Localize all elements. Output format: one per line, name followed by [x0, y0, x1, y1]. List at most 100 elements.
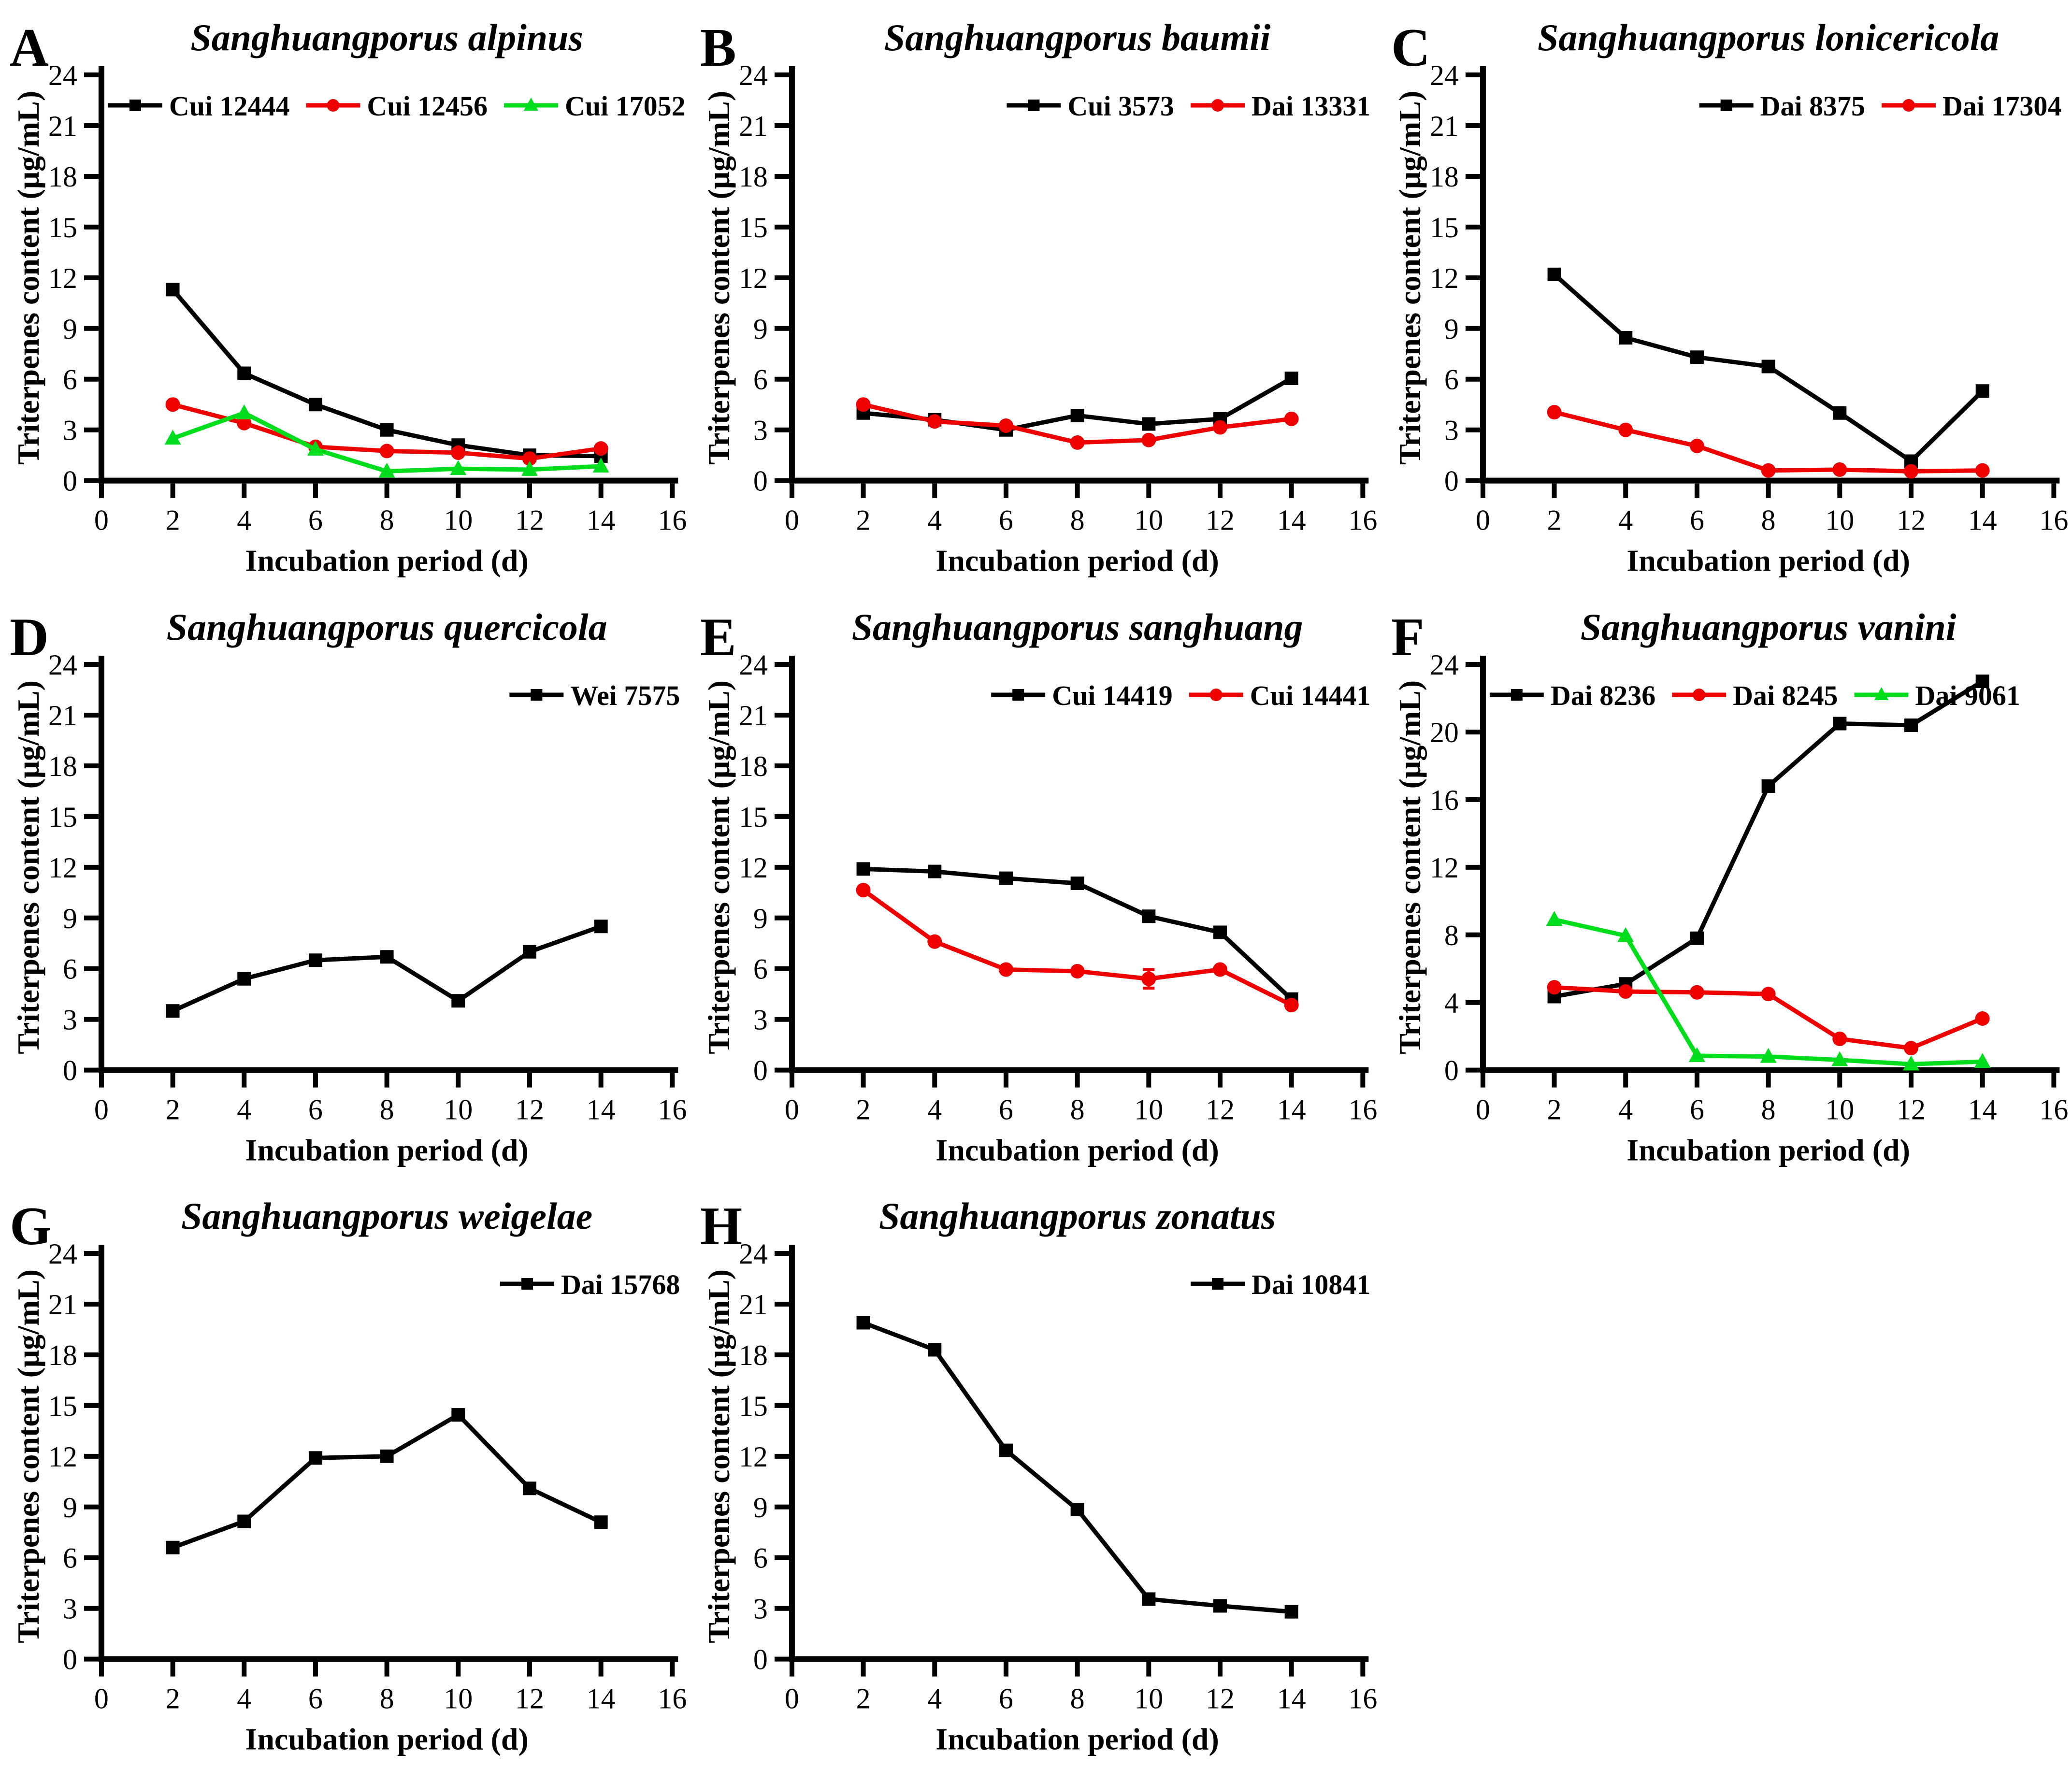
y-tick-label: 24	[48, 1238, 77, 1270]
y-tick-label: 3	[753, 1593, 768, 1625]
legend-label: Dai 17304	[1942, 90, 2061, 122]
y-tick-label: 12	[739, 262, 768, 294]
x-tick-label: 14	[1277, 1683, 1306, 1715]
x-tick-label: 16	[658, 1683, 687, 1715]
legend-label: Cui 14419	[1052, 680, 1173, 711]
legend-label: Dai 8245	[1733, 680, 1838, 711]
data-point-marker	[236, 404, 253, 419]
x-tick-label: 4	[928, 1683, 942, 1715]
x-tick-label: 12	[1206, 1683, 1235, 1715]
legend-marker-triangle	[1874, 687, 1889, 700]
data-point-marker	[166, 1541, 180, 1555]
x-tick-label: 2	[166, 504, 180, 536]
data-point-marker	[1070, 1503, 1084, 1517]
x-tick-label: 8	[380, 504, 394, 536]
y-tick-label: 9	[63, 902, 77, 934]
panel-e: E Sanghuangporus sanghuang 0 3 6 9 12 15 18 21 24 0…	[691, 589, 1381, 1179]
x-tick-label: 4	[237, 1683, 251, 1715]
y-tick-label: 9	[753, 902, 768, 934]
series-line-dai-8236	[1552, 679, 1985, 999]
legend-label: Dai 15768	[561, 1269, 680, 1300]
data-point-marker	[1547, 404, 1562, 419]
series-line-dai-10841	[861, 1321, 1294, 1614]
x-tick-label: 14	[1277, 504, 1306, 536]
y-tick-label: 3	[753, 1004, 768, 1035]
legend: Dai 8236 Dai 8245 Dai 9061	[1489, 680, 2020, 711]
y-tick-label: 24	[48, 59, 77, 91]
data-point-marker	[1974, 1052, 1991, 1068]
data-point-marker	[379, 444, 394, 459]
data-point-marker	[307, 440, 324, 456]
x-tick-label: 10	[1825, 504, 1854, 536]
x-tick-label: 14	[1277, 1093, 1306, 1125]
y-tick-label: 3	[63, 415, 77, 446]
x-tick-label: 2	[1547, 1093, 1561, 1125]
x-tick-label: 0	[1476, 504, 1490, 536]
y-tick-label: 21	[739, 110, 768, 142]
y-tick-label: 3	[753, 415, 768, 446]
data-point-marker	[1975, 674, 1989, 688]
y-tick-label: 24	[1430, 59, 1459, 91]
data-point-marker	[1832, 406, 1846, 420]
y-axis-title: Triterpenes content (μg/mL)	[11, 680, 45, 1054]
y-tick-label: 4	[1444, 987, 1459, 1019]
legend-marker-circle	[1211, 99, 1224, 112]
data-point-marker	[1070, 963, 1085, 978]
x-tick-label: 2	[166, 1093, 180, 1125]
data-point-marker	[1689, 438, 1704, 453]
y-tick-label: 6	[753, 953, 768, 985]
y-tick-label: 0	[63, 465, 77, 497]
legend-item-dai-8245: Dai 8245	[1671, 680, 1838, 711]
chart-title: Sanghuangporus zonatus	[879, 1195, 1276, 1237]
data-point-marker	[522, 1481, 536, 1495]
series-line-dai-15768	[171, 1412, 604, 1550]
data-point-marker	[592, 457, 609, 473]
y-tick-label: 21	[48, 700, 77, 732]
data-point-marker	[1070, 408, 1084, 422]
x-tick-label: 12	[1206, 1093, 1235, 1125]
chart-title: Sanghuangporus quercicola	[167, 606, 607, 648]
data-point-marker	[1690, 931, 1704, 945]
x-tick-label: 6	[308, 1683, 323, 1715]
data-point-marker	[1975, 1011, 1990, 1026]
legend-item-wei-7575: Wei 7575	[509, 680, 680, 711]
x-axis-title: Incubation period (d)	[245, 1133, 528, 1167]
data-point-marker	[1142, 909, 1156, 923]
data-point-marker	[1142, 1592, 1156, 1606]
panel-d: D Sanghuangporus quercicola 0 3 6 9 12 15 18 21 24…	[0, 589, 691, 1179]
legend-label: Cui 14441	[1250, 680, 1371, 711]
data-point-marker	[856, 882, 871, 897]
y-tick-label: 12	[48, 851, 77, 883]
data-point-marker	[451, 445, 466, 460]
data-point-marker	[1618, 984, 1633, 999]
y-tick-label: 21	[739, 700, 768, 732]
data-point-marker	[593, 441, 608, 456]
y-tick-label: 0	[753, 1054, 768, 1086]
y-tick-label: 0	[1444, 1054, 1459, 1086]
x-tick-label: 0	[94, 1683, 109, 1715]
chart-title: Sanghuangporus weigelae	[181, 1195, 592, 1237]
panel-letter: E	[700, 607, 736, 667]
x-tick-label: 0	[94, 504, 109, 536]
chart-title: Sanghuangporus sanghuang	[852, 606, 1303, 648]
legend-marker-circle	[1902, 99, 1915, 112]
data-point-marker	[1213, 925, 1227, 939]
x-tick-label: 8	[1761, 1093, 1775, 1125]
legend-label: Cui 17052	[565, 90, 686, 122]
data-point-marker	[1761, 463, 1776, 478]
legend: Cui 3573 Dai 13331	[1007, 90, 1371, 122]
y-tick-label: 3	[63, 1004, 77, 1035]
y-axis-title: Triterpenes content (μg/mL)	[702, 680, 736, 1054]
x-tick-label: 0	[785, 1093, 799, 1125]
panel-f: F Sanghuangporus vanini 0 4 8 12 16 20 24 0 2 4 6 8 10…	[1381, 589, 2072, 1179]
data-point-marker	[1213, 1599, 1227, 1613]
data-point-marker	[1975, 384, 1989, 398]
x-tick-label: 12	[1206, 504, 1235, 536]
y-tick-label: 24	[739, 59, 768, 91]
y-tick-label: 20	[1430, 717, 1459, 748]
data-point-marker	[1902, 1055, 1919, 1071]
x-tick-label: 2	[166, 1683, 180, 1715]
y-tick-label: 12	[48, 1441, 77, 1473]
